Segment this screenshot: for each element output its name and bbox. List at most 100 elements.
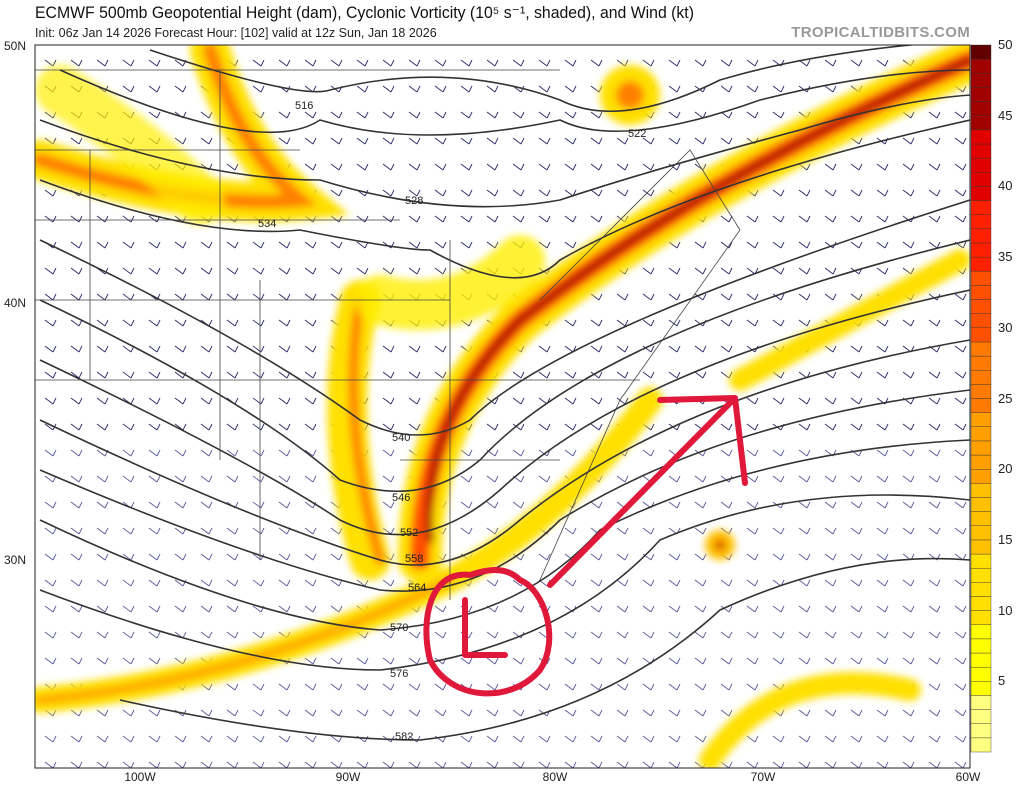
colorbar-swatch — [970, 341, 992, 357]
wind-barb — [824, 215, 837, 223]
wind-barb — [590, 709, 603, 717]
wind-barb — [252, 683, 265, 691]
wind-barb — [746, 475, 759, 483]
colorbar-swatch — [970, 228, 992, 244]
wind-barb — [668, 735, 681, 743]
wind-barb — [902, 527, 915, 535]
colorbar-swatch — [970, 553, 992, 569]
wind-barb — [564, 527, 577, 535]
wind-barb — [798, 579, 811, 587]
wind-barb — [642, 345, 655, 353]
wind-barb — [330, 111, 343, 119]
map-title: ECMWF 500mb Geopotential Height (dam), C… — [35, 3, 694, 22]
wind-barb — [954, 371, 967, 379]
wind-barb — [850, 553, 863, 561]
wind-barb — [590, 501, 603, 509]
wind-barb — [148, 761, 161, 768]
wind-barb — [70, 137, 83, 145]
wind-barb — [304, 605, 317, 613]
wind-barb — [460, 163, 473, 171]
wind-barb — [798, 319, 811, 327]
wind-barb — [148, 423, 161, 431]
wind-barb — [772, 267, 785, 275]
wind-barb — [746, 527, 759, 535]
wind-barb — [174, 345, 187, 353]
wind-barb — [928, 709, 941, 717]
wind-barb — [512, 59, 525, 67]
wind-barb — [824, 709, 837, 717]
wind-barb — [694, 241, 707, 249]
wind-barb — [746, 735, 759, 743]
wind-barb — [356, 215, 369, 223]
wind-barb — [876, 267, 889, 275]
wind-barb — [590, 657, 603, 665]
wind-barb — [772, 241, 785, 249]
wind-barb — [616, 709, 629, 717]
wind-barb — [850, 59, 863, 67]
wind-barb — [304, 293, 317, 301]
colorbar-swatch — [970, 285, 992, 300]
wind-barb — [564, 59, 577, 67]
wind-barb — [850, 735, 863, 743]
wind-barb — [668, 371, 681, 379]
wind-barb — [200, 553, 213, 561]
wind-barb — [96, 735, 109, 743]
wind-barb — [590, 345, 603, 353]
wind-barb — [382, 761, 395, 768]
wind-barb — [642, 683, 655, 691]
wind-barb — [538, 137, 551, 145]
wind-barb — [122, 553, 135, 561]
wind-barb — [200, 605, 213, 613]
wind-barb — [278, 423, 291, 431]
wind-barb — [96, 475, 109, 483]
wind-barb — [200, 579, 213, 587]
wind-barb — [512, 189, 525, 197]
wind-barb — [798, 475, 811, 483]
wind-barb — [850, 761, 863, 768]
wind-barb — [70, 59, 83, 67]
wind-barb — [408, 163, 421, 171]
wind-barb — [70, 527, 83, 535]
wind-barb — [96, 553, 109, 561]
wind-barb — [70, 631, 83, 639]
wind-barb — [798, 189, 811, 197]
wind-barb — [512, 423, 525, 431]
wind-barb — [486, 215, 499, 223]
wind-barb — [902, 657, 915, 665]
wind-barb — [928, 241, 941, 249]
wind-barb — [564, 761, 577, 768]
wind-barb — [902, 137, 915, 145]
colorbar-swatch — [970, 681, 992, 696]
wind-barb — [954, 475, 967, 483]
wind-barb — [538, 761, 551, 768]
wind-barb — [954, 735, 967, 743]
wind-barb — [824, 761, 837, 768]
wind-barb — [876, 631, 889, 639]
wind-barb — [902, 709, 915, 717]
wind-barb — [304, 137, 317, 145]
wind-barb — [408, 267, 421, 275]
wind-barb — [408, 371, 421, 379]
wind-barb — [824, 735, 837, 743]
wind-barb — [148, 449, 161, 457]
map-subtitle: Init: 06z Jan 14 2026 Forecast Hour: [10… — [35, 26, 437, 40]
wind-barb — [486, 709, 499, 717]
wind-barb — [200, 423, 213, 431]
wind-barb — [226, 163, 239, 171]
wind-barb — [356, 111, 369, 119]
wind-barb — [252, 735, 265, 743]
annotation — [423, 395, 748, 697]
wind-barb — [304, 553, 317, 561]
wind-barb — [850, 293, 863, 301]
wind-barb — [148, 735, 161, 743]
wind-barb — [668, 579, 681, 587]
colorbar-swatch — [970, 525, 992, 541]
wind-barb — [928, 319, 941, 327]
wind-barb — [668, 553, 681, 561]
wind-barb — [200, 111, 213, 119]
wind-barb — [148, 579, 161, 587]
wind-barb — [304, 423, 317, 431]
wind-barb — [200, 397, 213, 405]
wind-barb — [226, 371, 239, 379]
wind-barb — [824, 553, 837, 561]
